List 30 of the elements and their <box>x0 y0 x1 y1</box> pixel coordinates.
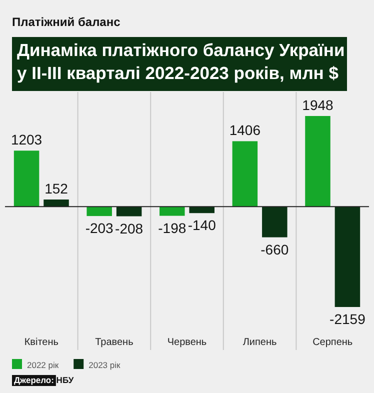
data-label: 1406 <box>229 122 261 138</box>
data-label: -660 <box>260 241 289 258</box>
bar <box>232 141 258 207</box>
bar <box>189 206 214 214</box>
x-tick-label: Травень <box>95 337 134 348</box>
data-label: -140 <box>188 217 216 234</box>
x-tick-label: Серпень <box>312 337 353 348</box>
data-label: -198 <box>158 220 186 236</box>
legend-label: 2022 рік <box>27 360 59 370</box>
data-label: 1203 <box>10 132 42 148</box>
x-tick-label: Червень <box>167 337 207 348</box>
bar <box>14 150 40 207</box>
legend-label: 2023 рік <box>88 360 120 370</box>
x-tick-label: Квітень <box>24 337 58 348</box>
bar <box>116 206 142 216</box>
data-label: 152 <box>44 180 68 197</box>
x-tick-label: Липень <box>242 337 277 348</box>
chart-subtitle: Платіжний баланс <box>12 15 121 29</box>
bar <box>160 206 185 216</box>
bar <box>305 116 330 207</box>
data-label: -2159 <box>330 311 366 327</box>
text: Джерело: НБУ <box>14 375 74 385</box>
bar <box>334 206 360 307</box>
bar <box>86 206 112 216</box>
bar <box>262 206 288 238</box>
data-label: 1948 <box>302 97 334 113</box>
data-label: -203 <box>85 220 114 236</box>
data-label: -208 <box>115 220 144 236</box>
bar <box>44 200 69 207</box>
chart-title: Динаміка платіжного балансу України у ІІ-ІІІ кварталі 2022-2023 років, млн $ <box>17 40 345 83</box>
